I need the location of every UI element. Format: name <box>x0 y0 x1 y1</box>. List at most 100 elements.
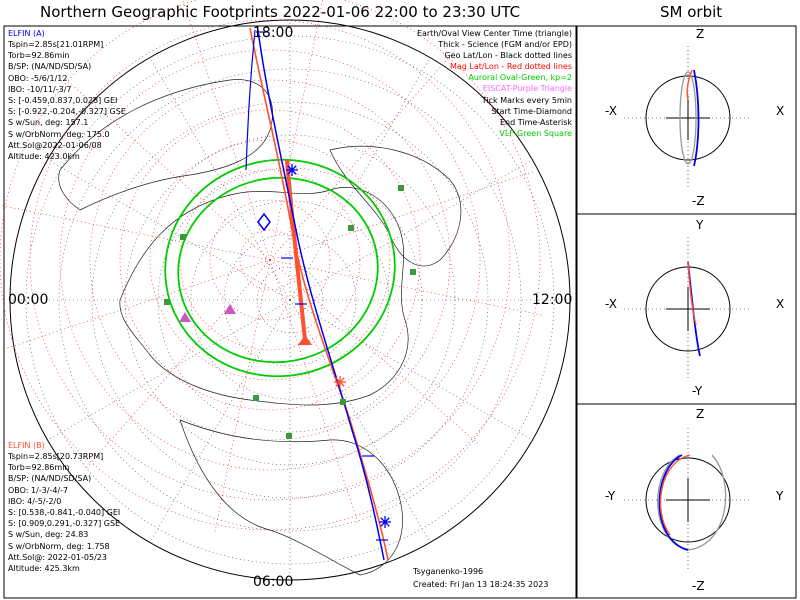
legend-item: VLF-Green Square <box>499 128 572 138</box>
elfin-a-line: S: [-0.922,-0.204,-0.327] GSE <box>8 107 126 117</box>
auroral-oval <box>164 158 396 378</box>
vlf-station-square <box>348 225 354 231</box>
orbit3-right-label: Y <box>776 489 784 503</box>
mag-lon-line <box>0 204 271 261</box>
hour-label-right: 12:00 <box>532 292 573 308</box>
mag-lon-line <box>269 259 360 526</box>
geo-lon-line <box>289 57 431 301</box>
elfin-b-name: ELFIN (B) <box>8 441 45 450</box>
geo-lon-line <box>289 299 431 543</box>
model-credit: Tsyganenko-1996 <box>413 567 484 576</box>
orbit1-down-label: -Z <box>692 194 705 208</box>
eiscat-triangle <box>179 312 191 322</box>
elfin-a-track <box>257 29 385 561</box>
legend-item: Mag Lat/Lon - Red dotted lines <box>449 62 572 72</box>
satellite-tracks <box>245 27 389 561</box>
elfin-a-line: S w/OrbNorm, deg: 175.0 <box>8 129 110 139</box>
center-time-triangle <box>298 335 312 345</box>
main-title: Northern Geographic Footprints 2022-01-0… <box>40 3 521 21</box>
elfin-a-line: Torb=92.86min <box>8 51 70 61</box>
mag-lon-line <box>84 259 271 471</box>
elfin-b-line: Torb=92.86min <box>8 463 70 473</box>
mag-lat-circle <box>119 109 421 411</box>
orbit1-right-label: X <box>776 104 785 118</box>
vlf-station-square <box>410 269 416 275</box>
legend-item: End Time-Asterisk <box>499 117 572 127</box>
mag-lon-line <box>269 170 536 261</box>
map-frame <box>3 25 577 599</box>
elfin-a-line: B/SP: (NA/ND/SD/SA) <box>8 62 92 72</box>
globe-outline <box>9 19 571 581</box>
mag-lat-circle <box>89 79 451 441</box>
orbit2-down-label: -Y <box>692 384 703 398</box>
elfin-b-line: S: [0.909,0.291,-0.327] GSE <box>8 519 121 529</box>
geo-lon-line <box>289 159 533 301</box>
legend-item: Geo Lat/Lon - Black dotted lines <box>444 51 572 61</box>
elfin-b-line: Tspin=2.85s[20.73RPM] <box>8 452 104 461</box>
mag-lon-line <box>269 0 324 261</box>
orbit-frame-yz <box>576 403 797 599</box>
elfin-a-line: OBO: -5/6/1/12 <box>8 73 68 83</box>
map-markers <box>164 31 416 541</box>
continent-outlines <box>58 79 462 576</box>
elfin-a-line: Att.Sol@2022-01-06/08 <box>8 140 102 150</box>
created-timestamp: Created: Fri Jan 13 18:24:35 2023 <box>413 580 549 589</box>
mag-lon-line <box>182 0 271 261</box>
continent-outline <box>329 145 462 267</box>
end-asterisk <box>380 517 390 527</box>
vlf-station-square <box>253 395 259 401</box>
elfin-a-line: IBO: -10/11/-3/7 <box>8 84 72 94</box>
legend-item: Auroral Oval-Green, kp=2 <box>468 73 572 83</box>
continent-outline <box>179 419 403 576</box>
elfin-b-line: B/SP: (NA/ND/SD/SA) <box>8 474 92 484</box>
geo-lon-line <box>149 57 291 301</box>
orbit2-right-label: X <box>776 297 785 311</box>
vlf-station-square <box>164 299 170 305</box>
mag-lat-circle <box>209 199 331 321</box>
geo-lon-line <box>289 299 533 441</box>
elfin-b-track <box>249 27 389 561</box>
elfin-a-info: Tspin=2.85s[21.01RPM] Torb=92.86min B/SP: … <box>8 39 126 162</box>
end-asterisk <box>335 377 345 387</box>
elfin-b-line: S w/Sun, deg: 24.83 <box>8 530 89 540</box>
legend-item: Earth/Oval View Center Time (triangle) <box>416 29 572 38</box>
mag-lat-circle <box>59 49 481 471</box>
elfin-a-line: S w/Sun, deg: 157.1 <box>8 118 89 128</box>
orbit3-up-label: Z <box>696 407 705 421</box>
elfin-b-info: Tspin=2.85s[20.73RPM] Torb=92.86min B/SP: … <box>8 451 120 574</box>
eiscat-triangle <box>224 304 236 314</box>
orbit1-left-label: -X <box>605 104 617 118</box>
geo-lon-line <box>47 299 291 441</box>
geo-lon-line <box>149 299 291 543</box>
mag-lon-line <box>269 49 456 261</box>
vlf-station-square <box>286 433 292 439</box>
mag-lon-line <box>59 74 271 261</box>
elfin-a-line: Altitude: 423.0km <box>8 152 80 162</box>
orbit2-left-label: -X <box>605 297 617 311</box>
end-asterisk <box>287 165 297 175</box>
mag-lon-line <box>4 259 271 350</box>
start-diamond <box>257 212 271 232</box>
geo-lat-circle <box>91 101 489 499</box>
geo-lon-line <box>47 159 291 301</box>
mag-lat-circle <box>0 0 541 531</box>
hour-label-bottom: 06:00 <box>253 574 294 590</box>
vlf-station-square <box>398 185 404 191</box>
auroral-oval-outer <box>164 158 396 378</box>
vlf-station-square <box>340 399 346 405</box>
elfin-b-line: IBO: 4/-5/-2/0 <box>8 496 62 506</box>
elfin-b-line: S: [0.538,-0.841,-0.040] GEI <box>8 508 121 518</box>
mag-lat-circle <box>239 229 301 291</box>
legend-item: EISCAT-Purple Triangle <box>482 84 572 94</box>
orbit3-down-label: -Z <box>692 579 705 593</box>
legend-item: Start Time-Diamond <box>491 106 572 116</box>
mag-lon-line <box>269 259 545 316</box>
legend-item: Tick Marks every 5min <box>481 95 572 105</box>
map-grid <box>0 0 571 581</box>
elfin-b-line: Att.Sol@: 2022-01-05/23 <box>8 552 107 562</box>
orbit2-up-label: Y <box>696 218 704 232</box>
orbit1-up-label: Z <box>696 27 705 41</box>
geo-lat-circle <box>58 68 522 532</box>
continent-outline <box>119 187 409 406</box>
